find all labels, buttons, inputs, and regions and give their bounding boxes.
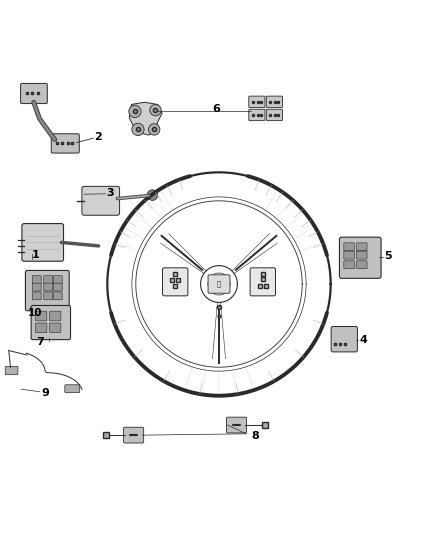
FancyBboxPatch shape [53,283,62,291]
FancyBboxPatch shape [124,427,144,443]
Circle shape [129,106,141,118]
Circle shape [147,190,158,200]
FancyBboxPatch shape [32,283,41,291]
Text: 2: 2 [95,132,102,142]
FancyBboxPatch shape [49,323,61,333]
FancyBboxPatch shape [21,84,47,103]
FancyBboxPatch shape [51,134,79,153]
Polygon shape [129,102,162,135]
FancyBboxPatch shape [31,305,71,340]
Text: 4: 4 [359,335,367,345]
Circle shape [148,124,160,135]
Circle shape [150,104,161,116]
FancyBboxPatch shape [208,275,230,293]
Circle shape [132,123,144,135]
FancyBboxPatch shape [25,270,69,311]
FancyBboxPatch shape [82,187,120,215]
FancyBboxPatch shape [35,323,47,333]
FancyBboxPatch shape [65,385,80,393]
FancyBboxPatch shape [5,366,18,375]
FancyBboxPatch shape [266,96,283,108]
FancyBboxPatch shape [49,311,61,321]
FancyBboxPatch shape [53,276,62,284]
Text: 🐏: 🐏 [217,281,221,287]
FancyBboxPatch shape [162,268,188,296]
FancyBboxPatch shape [357,261,367,269]
FancyBboxPatch shape [344,243,354,251]
FancyBboxPatch shape [32,292,41,300]
Text: 6: 6 [212,104,220,114]
FancyBboxPatch shape [53,292,62,300]
FancyBboxPatch shape [226,417,247,433]
FancyBboxPatch shape [344,251,354,259]
FancyBboxPatch shape [249,109,265,120]
FancyBboxPatch shape [357,243,367,251]
FancyBboxPatch shape [344,261,354,269]
FancyBboxPatch shape [250,268,276,296]
Text: 3: 3 [106,188,114,198]
FancyBboxPatch shape [32,276,41,284]
FancyBboxPatch shape [249,96,265,108]
FancyBboxPatch shape [44,283,53,291]
FancyBboxPatch shape [44,292,53,300]
Text: 1: 1 [32,250,40,260]
FancyBboxPatch shape [35,311,47,321]
FancyBboxPatch shape [266,109,283,120]
Text: 8: 8 [251,431,259,441]
Text: 5: 5 [385,251,392,261]
FancyBboxPatch shape [331,327,357,352]
Text: 10: 10 [28,308,42,318]
FancyBboxPatch shape [339,237,381,278]
Text: 7: 7 [36,337,44,348]
FancyBboxPatch shape [22,223,64,261]
FancyBboxPatch shape [44,276,53,284]
Text: 9: 9 [41,387,49,398]
FancyBboxPatch shape [357,251,367,259]
